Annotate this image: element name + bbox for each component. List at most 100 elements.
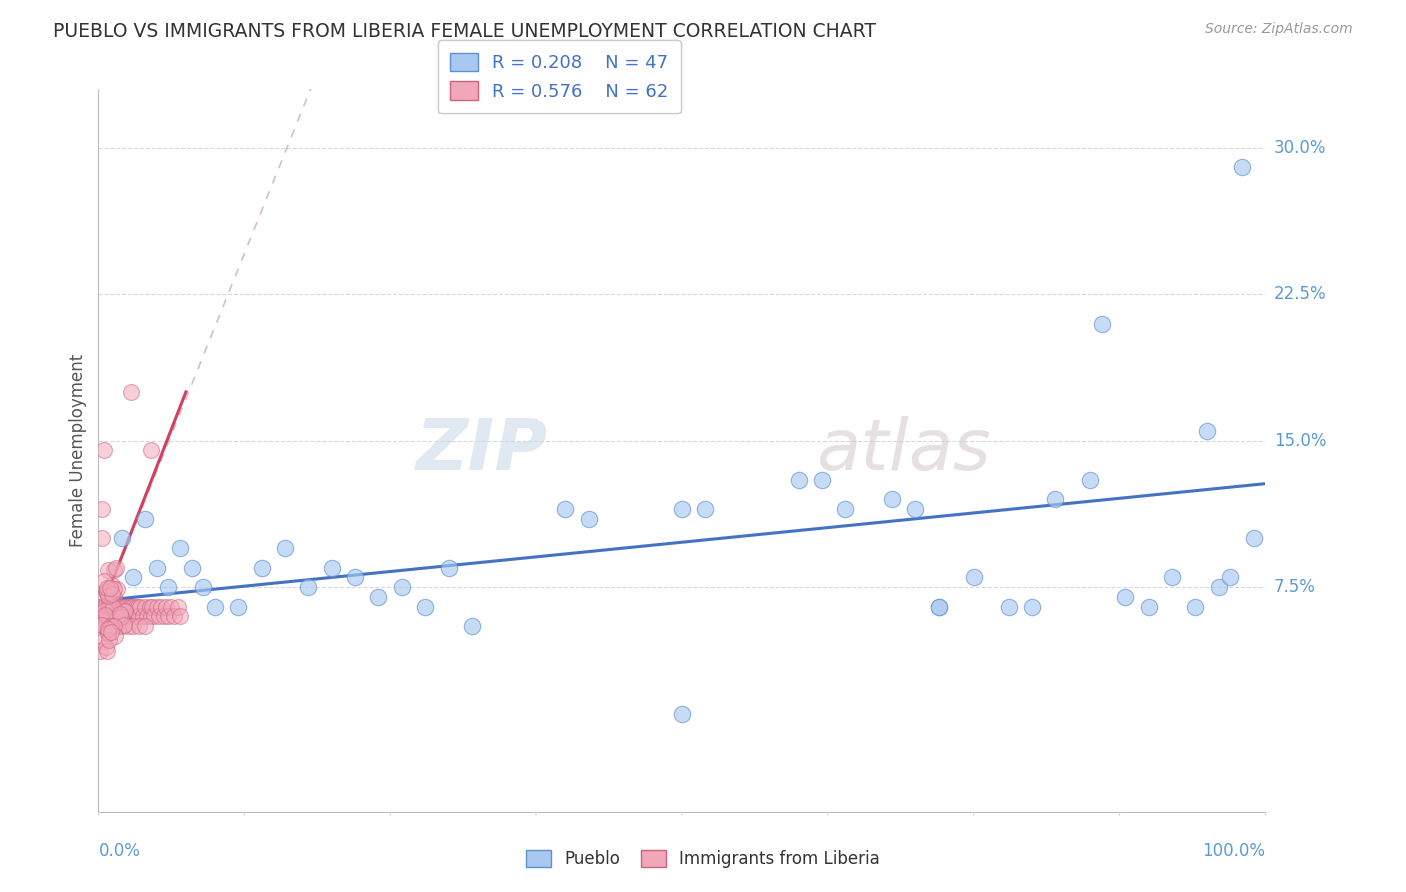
Point (97, 626, 120, 640)
Point (146, 599, 169, 614)
Point (96, 609, 118, 624)
Point (134, 512, 156, 526)
Point (141, 599, 163, 614)
Point (1080, 473, 1102, 487)
Point (117, 619, 139, 633)
Point (124, 609, 146, 624)
Text: 22.5%: 22.5% (1274, 285, 1326, 303)
Point (1184, 599, 1206, 614)
Point (110, 609, 132, 624)
Text: PUEBLO VS IMMIGRANTS FROM LIBERIA FEMALE UNEMPLOYMENT CORRELATION CHART: PUEBLO VS IMMIGRANTS FROM LIBERIA FEMALE… (53, 22, 876, 41)
Point (695, 502, 717, 516)
Point (96, 582, 118, 596)
Point (98, 619, 121, 633)
Point (93, 574, 115, 588)
Point (108, 599, 131, 614)
Text: ZIP: ZIP (415, 416, 548, 485)
Point (671, 502, 693, 516)
Text: 7.5%: 7.5% (1274, 578, 1316, 596)
Point (104, 629, 127, 643)
Text: 30.0%: 30.0% (1274, 139, 1326, 157)
Point (104, 599, 127, 614)
Point (461, 619, 484, 633)
Point (143, 609, 166, 624)
Point (117, 609, 139, 624)
Point (91, 619, 114, 633)
Point (114, 604, 136, 618)
Point (150, 599, 173, 614)
Legend: R = 0.208    N = 47, R = 0.576    N = 62: R = 0.208 N = 47, R = 0.576 N = 62 (437, 40, 681, 113)
Point (811, 473, 834, 487)
Point (880, 492, 903, 507)
Point (228, 599, 250, 614)
Point (152, 609, 174, 624)
Text: 0.0%: 0.0% (98, 842, 141, 860)
Point (1243, 532, 1265, 546)
Point (111, 599, 134, 614)
Point (1208, 580, 1230, 594)
Point (928, 599, 950, 614)
Point (97, 589, 120, 603)
Point (671, 707, 693, 722)
Point (159, 599, 181, 614)
Point (93, 443, 115, 458)
Point (250, 560, 273, 574)
Point (100, 624, 122, 639)
Point (904, 502, 927, 516)
Point (112, 618, 135, 632)
Point (155, 599, 177, 614)
Point (125, 609, 148, 624)
Point (962, 570, 984, 584)
Point (90, 617, 112, 632)
Point (118, 599, 141, 614)
Point (115, 599, 138, 614)
Point (134, 619, 156, 633)
Point (94, 608, 117, 623)
Point (1114, 590, 1136, 604)
Point (163, 609, 186, 624)
Point (101, 599, 124, 614)
Point (148, 609, 170, 624)
Point (104, 609, 127, 624)
Point (111, 609, 134, 624)
Point (103, 590, 125, 604)
Point (787, 473, 810, 487)
Legend: Pueblo, Immigrants from Liberia: Pueblo, Immigrants from Liberia (517, 842, 889, 877)
Point (112, 599, 135, 614)
Point (105, 599, 128, 614)
Point (100, 619, 122, 633)
Point (321, 560, 343, 574)
Point (578, 512, 600, 526)
Y-axis label: Female Unemployment: Female Unemployment (69, 354, 87, 547)
Point (1021, 599, 1043, 614)
Point (139, 599, 162, 614)
Point (554, 502, 576, 516)
Point (169, 541, 191, 555)
Point (125, 599, 148, 614)
Point (111, 619, 134, 633)
Point (127, 599, 149, 614)
Point (103, 563, 125, 577)
Point (344, 570, 367, 584)
Point (391, 580, 413, 594)
Point (132, 609, 155, 624)
Point (103, 600, 125, 615)
Point (100, 609, 122, 624)
Point (1195, 424, 1218, 438)
Point (139, 609, 162, 624)
Point (118, 609, 141, 624)
Point (96, 640, 118, 654)
Point (928, 599, 950, 614)
Text: 100.0%: 100.0% (1202, 842, 1265, 860)
Point (107, 609, 129, 624)
Point (90, 532, 112, 546)
Point (139, 443, 162, 458)
Point (112, 604, 135, 618)
Point (121, 609, 143, 624)
Point (103, 582, 125, 596)
Point (122, 599, 145, 614)
Point (94, 584, 117, 599)
Text: Source: ZipAtlas.com: Source: ZipAtlas.com (1205, 22, 1353, 37)
Point (104, 619, 127, 633)
Text: atlas: atlas (815, 416, 991, 485)
